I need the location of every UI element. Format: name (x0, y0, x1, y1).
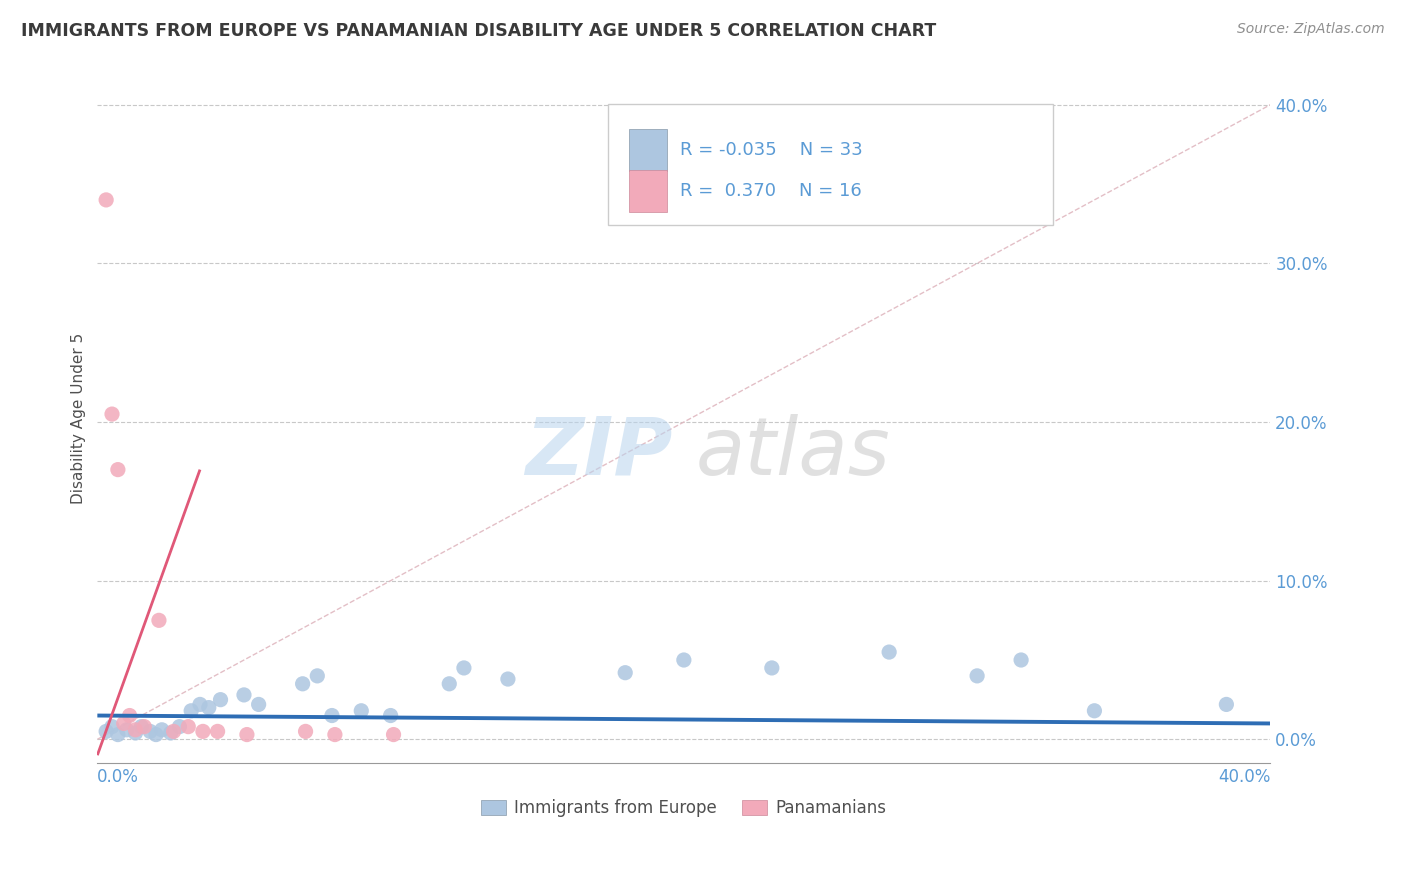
Point (382, 728, 405, 742)
Point (107, 728, 129, 742)
Point (966, 669, 988, 683)
Point (614, 665, 637, 680)
Point (307, 669, 329, 683)
Point (350, 704, 373, 718)
Y-axis label: Disability Age Under 5: Disability Age Under 5 (72, 333, 86, 504)
Point (101, 720, 124, 734)
Text: R =  0.370    N = 16: R = 0.370 N = 16 (681, 182, 862, 200)
Point (453, 661, 475, 675)
Point (209, 692, 232, 706)
Point (877, 645, 900, 659)
Point (761, 661, 783, 675)
Point (94, 724, 117, 739)
Point (177, 720, 200, 734)
Text: R = -0.035    N = 33: R = -0.035 N = 33 (681, 141, 863, 159)
Point (94, 193, 117, 207)
Point (294, 724, 316, 739)
Point (124, 723, 146, 737)
Point (101, 407, 124, 421)
FancyBboxPatch shape (628, 129, 668, 170)
Point (191, 724, 214, 739)
Point (159, 726, 181, 740)
Point (115, 723, 138, 737)
Point (162, 724, 184, 739)
Text: IMMIGRANTS FROM EUROPE VS PANAMANIAN DISABILITY AGE UNDER 5 CORRELATION CHART: IMMIGRANTS FROM EUROPE VS PANAMANIAN DIS… (21, 22, 936, 40)
Text: 0.0%: 0.0% (97, 768, 139, 786)
Point (291, 677, 314, 691)
FancyBboxPatch shape (628, 170, 668, 211)
Point (672, 653, 695, 667)
Point (150, 723, 173, 737)
Point (496, 672, 519, 686)
Point (439, 677, 461, 691)
Point (118, 708, 141, 723)
Point (380, 708, 402, 723)
Point (233, 688, 256, 702)
Point (134, 720, 156, 734)
Point (1083, 704, 1105, 718)
Point (1215, 698, 1237, 712)
Point (124, 726, 146, 740)
Text: Source: ZipAtlas.com: Source: ZipAtlas.com (1237, 22, 1385, 37)
Point (145, 728, 167, 742)
Text: atlas: atlas (696, 414, 890, 491)
Point (131, 720, 153, 734)
Point (148, 613, 170, 627)
Point (236, 728, 259, 742)
Point (139, 724, 162, 739)
Point (323, 728, 346, 742)
Point (247, 698, 270, 712)
Point (321, 708, 343, 723)
FancyBboxPatch shape (607, 104, 1053, 225)
Point (207, 724, 229, 739)
Point (112, 716, 135, 731)
Point (169, 720, 191, 734)
Point (107, 462, 129, 476)
Text: 40.0%: 40.0% (1218, 768, 1271, 786)
Point (180, 704, 202, 718)
Legend: Immigrants from Europe, Panamanians: Immigrants from Europe, Panamanians (474, 792, 893, 824)
Text: ZIP: ZIP (524, 414, 672, 491)
Point (1010, 653, 1032, 667)
Point (188, 698, 211, 712)
Point (197, 700, 219, 714)
